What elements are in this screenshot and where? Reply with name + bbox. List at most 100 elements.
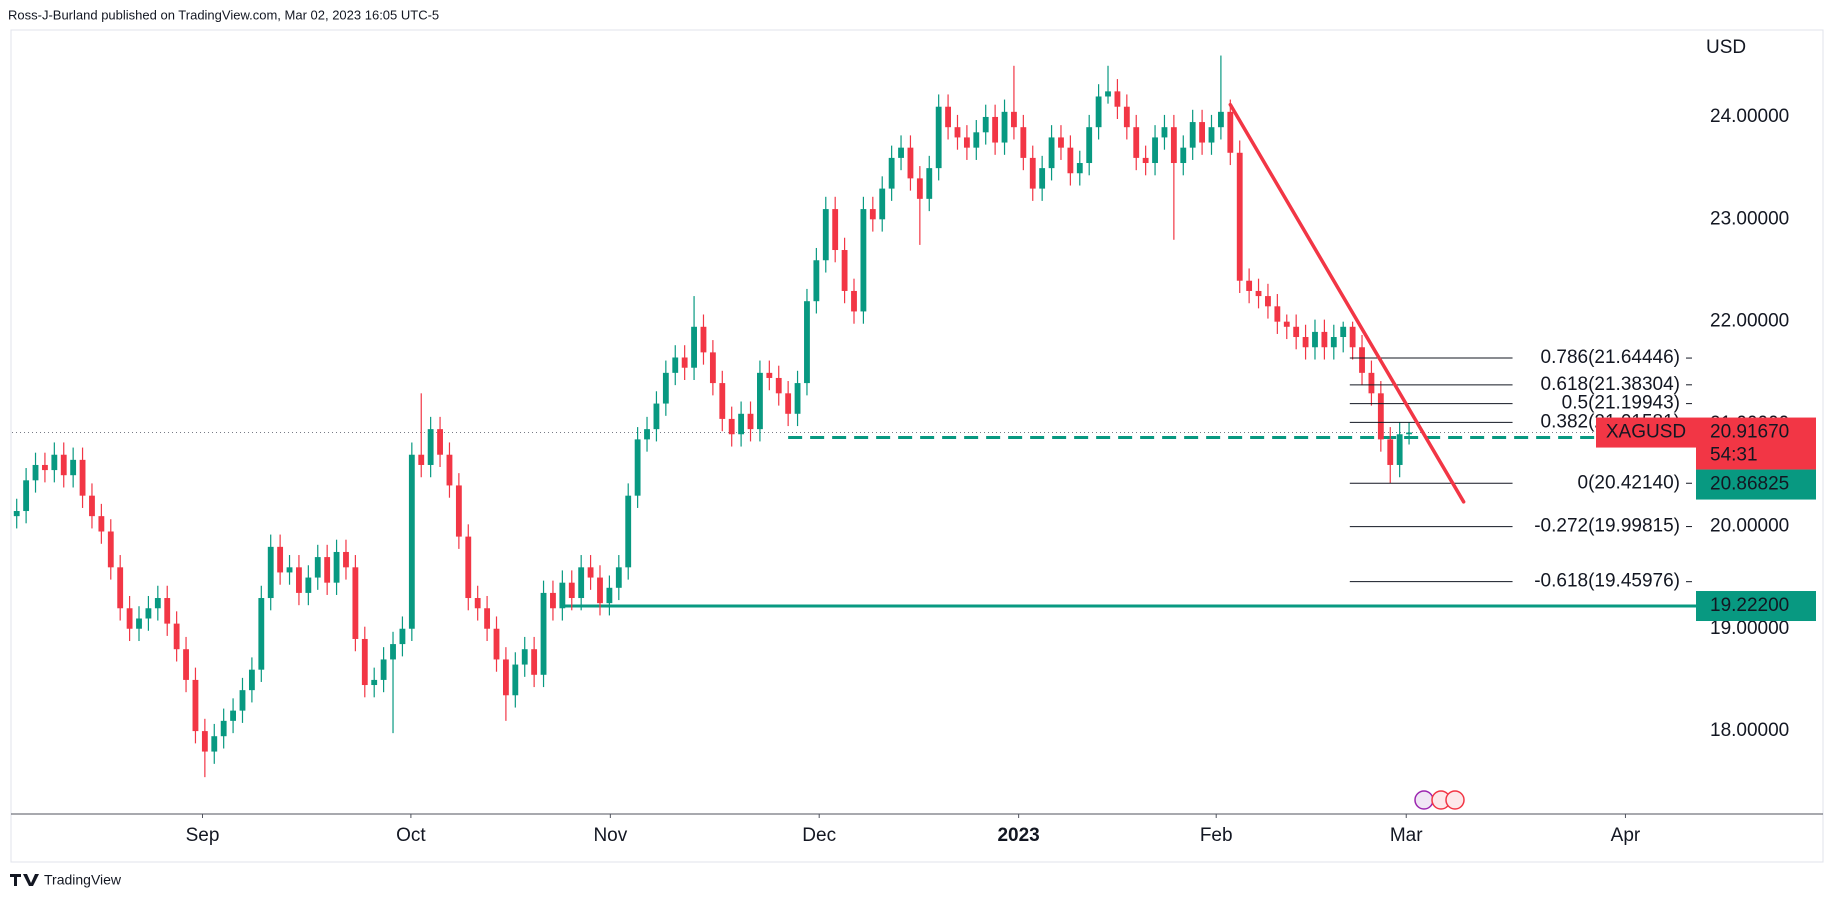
level-price-label: 19.22200 xyxy=(1710,595,1789,616)
candle-body xyxy=(1321,331,1328,348)
y-tick-label: 18.00000 xyxy=(1710,720,1789,741)
candle-body xyxy=(1217,111,1224,128)
candle-body xyxy=(465,536,472,599)
candle-body xyxy=(42,464,48,471)
candle-body xyxy=(935,106,942,169)
level-price-box xyxy=(1696,469,1816,500)
candle-body xyxy=(992,116,999,143)
candle-body xyxy=(1086,127,1093,164)
candle-body xyxy=(747,413,754,430)
candle-body xyxy=(907,147,914,179)
trendline xyxy=(1228,102,1466,504)
fib-level-label: 0.5(21.19943) xyxy=(1562,393,1680,414)
candle-body xyxy=(352,567,359,639)
candle-body xyxy=(1020,127,1027,158)
candle-body xyxy=(286,567,293,573)
plot-layer: 0.786(21.64446) 0.618(21.38304)0.5(21.199… xyxy=(12,55,1696,778)
candle-body xyxy=(390,644,396,660)
candle-body xyxy=(625,495,632,568)
candle-body xyxy=(1349,326,1356,348)
candle-body xyxy=(775,377,782,394)
candle-body xyxy=(60,454,67,476)
candle-body xyxy=(662,372,669,404)
candle-body xyxy=(305,577,312,593)
candle-body xyxy=(597,577,603,604)
candle-body xyxy=(691,326,697,368)
candle-body xyxy=(1170,127,1177,164)
candle-body xyxy=(1114,91,1121,107)
candle-body xyxy=(145,608,152,619)
candle-body xyxy=(1340,326,1347,338)
candle-body xyxy=(982,116,989,133)
candle-body xyxy=(757,372,763,430)
candle-body xyxy=(408,454,415,629)
candle-body xyxy=(1330,337,1337,348)
candle-body xyxy=(860,209,867,312)
candle-body xyxy=(220,720,227,737)
candle-body xyxy=(822,209,829,261)
logo-mark xyxy=(10,874,39,886)
candle-body xyxy=(879,188,886,220)
candle-body xyxy=(766,372,773,378)
event-icon xyxy=(1414,790,1434,810)
countdown-label: 54:31 xyxy=(1710,445,1758,466)
candle-body xyxy=(446,454,453,486)
x-tick-label: 2023 xyxy=(997,825,1039,846)
fib-level-label: 0.786(21.64446) xyxy=(1541,347,1680,368)
candle-body xyxy=(164,598,171,624)
currency-label: USD xyxy=(1706,37,1746,58)
candle-body xyxy=(418,454,425,465)
candle-body xyxy=(888,157,895,189)
y-tick-label: 22.00000 xyxy=(1710,311,1789,332)
candle-body xyxy=(1368,372,1375,394)
x-tick-label: Dec xyxy=(802,825,836,846)
candle-body xyxy=(832,209,839,251)
candle-body xyxy=(1396,434,1403,465)
candle-body xyxy=(1283,321,1290,327)
candle-body xyxy=(361,638,368,686)
candle-body xyxy=(813,260,820,302)
fib-level-label: 0(20.42140) xyxy=(1578,472,1680,493)
candle-body xyxy=(248,669,255,691)
candle-body xyxy=(107,531,114,568)
candle-body xyxy=(1312,331,1318,348)
candle-body xyxy=(437,429,443,455)
event-icons xyxy=(1414,790,1465,810)
candle-body xyxy=(1377,393,1384,440)
candle-body xyxy=(1048,137,1055,169)
candle-body xyxy=(568,582,575,599)
candle-body xyxy=(98,516,105,532)
candle-body xyxy=(399,628,406,645)
candle-body xyxy=(954,127,961,138)
candle-body xyxy=(1227,111,1234,153)
fib-level-label: 0.618(21.38304) xyxy=(1541,374,1680,395)
candle-body xyxy=(916,178,923,199)
fib-level-label: -0.272(19.99815) xyxy=(1534,516,1680,537)
candle-body xyxy=(973,132,980,148)
last-price-box xyxy=(1696,417,1816,470)
candle-body xyxy=(869,209,876,220)
candle-body xyxy=(136,618,142,629)
candle-body xyxy=(804,301,810,384)
candle-body xyxy=(126,608,133,629)
event-icon xyxy=(1445,790,1465,810)
candle-body xyxy=(1302,337,1309,348)
candle-body xyxy=(201,731,208,752)
candle-body xyxy=(277,546,284,573)
x-tick-label: Nov xyxy=(593,825,627,846)
candle-body xyxy=(521,649,528,665)
candle-body xyxy=(615,567,622,588)
y-tick-label: 24.00000 xyxy=(1710,106,1789,127)
candle-body xyxy=(1180,147,1187,164)
candle-body xyxy=(644,429,650,440)
candle-body xyxy=(653,403,660,430)
candle-body xyxy=(211,736,218,752)
candle-body xyxy=(230,710,237,721)
candle-body xyxy=(70,459,77,476)
candle-body xyxy=(117,567,124,609)
candle-body xyxy=(945,106,951,128)
candle-body xyxy=(672,357,679,373)
candle-body xyxy=(512,664,519,696)
